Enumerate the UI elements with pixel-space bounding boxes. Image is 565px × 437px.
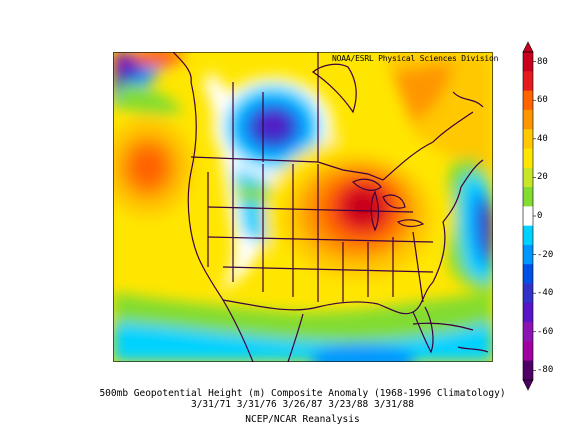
colorbar-tick-label: 80 xyxy=(537,56,548,67)
caption-line-2: 3/31/71 3/31/76 3/26/87 3/23/88 3/31/88 xyxy=(190,399,415,410)
anomaly-map xyxy=(113,52,493,362)
borders xyxy=(172,52,489,362)
colorbar-tick-label: 40 xyxy=(537,133,548,144)
colorbar-swatch xyxy=(523,244,533,265)
anomaly-field xyxy=(113,52,493,362)
colorbar-swatch xyxy=(523,109,533,130)
map-frame xyxy=(113,52,493,362)
colorbar-frame xyxy=(522,51,534,381)
colorbar-swatch xyxy=(523,225,533,246)
credit-text: NOAA/ESRL Physical Sciences Division xyxy=(332,54,499,63)
colorbar-tick-label: -80 xyxy=(537,365,554,376)
colorbar-swatch xyxy=(523,187,533,207)
colorbar-tick-label: -20 xyxy=(537,249,554,260)
colorbar-swatch xyxy=(523,90,533,111)
colorbar-swatch xyxy=(523,360,533,381)
colorbar-swatch xyxy=(523,206,533,227)
colorbar-swatch xyxy=(523,322,533,342)
colorbar-swatch xyxy=(523,52,533,72)
caption-line-3: NCEP/NCAR Reanalysis xyxy=(245,414,360,425)
colorbar-swatch xyxy=(523,71,533,92)
caption-line-1: 500mb Geopotential Height (m) Composite … xyxy=(99,388,506,399)
colorbar-swatch xyxy=(523,264,533,285)
colorbar-tick-label: 20 xyxy=(537,172,548,183)
colorbar-swatch xyxy=(523,167,533,188)
colorbar-swatch xyxy=(523,129,533,149)
colorbar-top-arrow xyxy=(522,41,534,53)
colorbar-swatch xyxy=(523,341,533,362)
colorbar-tick-label: 0 xyxy=(537,211,543,221)
colorbar-tick-label: -60 xyxy=(537,326,554,337)
colorbar-swatch xyxy=(523,302,533,323)
colorbar-tick-label: -40 xyxy=(537,288,554,299)
anomaly-map-svg xyxy=(113,52,493,362)
colorbar-swatch xyxy=(523,283,533,304)
colorbar-tick-label: 60 xyxy=(537,95,548,106)
colorbar-swatch xyxy=(523,148,533,169)
